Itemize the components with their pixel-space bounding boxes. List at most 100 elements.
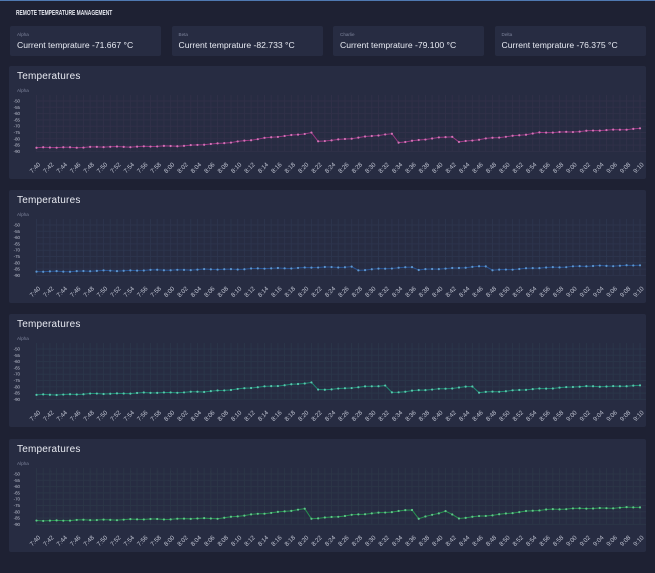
svg-text:8:24: 8:24: [324, 161, 338, 175]
svg-text:-55: -55: [14, 105, 21, 110]
svg-text:8:26: 8:26: [337, 409, 351, 423]
svg-text:8:28: 8:28: [351, 161, 365, 175]
svg-text:8:42: 8:42: [444, 161, 458, 175]
svg-text:8:54: 8:54: [525, 534, 539, 548]
svg-text:8:04: 8:04: [190, 409, 204, 423]
svg-text:-70: -70: [14, 248, 21, 253]
svg-text:8:44: 8:44: [458, 534, 472, 548]
svg-text:7:40: 7:40: [29, 161, 43, 175]
svg-text:9:08: 9:08: [619, 409, 633, 423]
svg-text:7:50: 7:50: [96, 161, 110, 175]
svg-text:8:36: 8:36: [404, 409, 418, 423]
svg-text:8:22: 8:22: [310, 285, 324, 299]
svg-text:8:26: 8:26: [337, 285, 351, 299]
svg-text:-60: -60: [14, 484, 21, 489]
svg-text:8:40: 8:40: [431, 534, 445, 548]
svg-text:8:28: 8:28: [351, 285, 365, 299]
svg-text:-55: -55: [14, 478, 21, 483]
svg-text:8:34: 8:34: [391, 285, 405, 299]
svg-text:8:48: 8:48: [485, 285, 499, 299]
svg-text:8:06: 8:06: [203, 285, 217, 299]
svg-text:7:42: 7:42: [42, 534, 56, 548]
svg-text:9:00: 9:00: [565, 285, 579, 299]
svg-text:8:00: 8:00: [163, 534, 177, 548]
svg-text:8:28: 8:28: [351, 409, 365, 423]
svg-text:8:04: 8:04: [190, 534, 204, 548]
svg-text:-85: -85: [14, 516, 21, 521]
svg-text:8:16: 8:16: [270, 161, 284, 175]
svg-text:8:38: 8:38: [418, 534, 432, 548]
svg-text:7:46: 7:46: [69, 285, 83, 299]
svg-text:9:06: 9:06: [605, 161, 619, 175]
svg-text:8:54: 8:54: [525, 285, 539, 299]
svg-text:8:46: 8:46: [471, 161, 485, 175]
svg-text:-80: -80: [14, 136, 21, 141]
svg-text:8:20: 8:20: [297, 285, 311, 299]
svg-text:-90: -90: [14, 273, 21, 278]
svg-text:-65: -65: [14, 117, 21, 122]
svg-text:8:58: 8:58: [552, 409, 566, 423]
svg-text:7:44: 7:44: [56, 285, 70, 299]
svg-text:8:40: 8:40: [431, 285, 445, 299]
svg-text:8:00: 8:00: [163, 161, 177, 175]
svg-text:-70: -70: [14, 124, 21, 129]
svg-text:8:50: 8:50: [498, 161, 512, 175]
svg-text:8:10: 8:10: [230, 534, 244, 548]
svg-text:8:00: 8:00: [163, 409, 177, 423]
svg-text:9:08: 9:08: [619, 285, 633, 299]
svg-text:8:42: 8:42: [444, 285, 458, 299]
svg-text:7:52: 7:52: [109, 285, 123, 299]
svg-text:8:34: 8:34: [391, 409, 405, 423]
svg-text:7:46: 7:46: [69, 161, 83, 175]
svg-text:7:46: 7:46: [69, 534, 83, 548]
svg-text:9:06: 9:06: [605, 285, 619, 299]
svg-text:8:08: 8:08: [216, 409, 230, 423]
svg-text:8:52: 8:52: [512, 534, 526, 548]
svg-text:8:14: 8:14: [257, 285, 271, 299]
svg-text:8:26: 8:26: [337, 161, 351, 175]
svg-text:-60: -60: [14, 235, 21, 240]
svg-text:9:02: 9:02: [579, 285, 593, 299]
svg-text:-65: -65: [14, 490, 21, 495]
svg-text:-85: -85: [14, 267, 21, 272]
svg-text:8:38: 8:38: [418, 285, 432, 299]
svg-text:8:56: 8:56: [538, 161, 552, 175]
svg-text:7:50: 7:50: [96, 534, 110, 548]
svg-text:7:44: 7:44: [56, 534, 70, 548]
svg-text:7:50: 7:50: [96, 409, 110, 423]
svg-text:8:20: 8:20: [297, 534, 311, 548]
svg-text:7:42: 7:42: [42, 161, 56, 175]
svg-text:8:06: 8:06: [203, 534, 217, 548]
svg-text:9:04: 9:04: [592, 409, 606, 423]
svg-text:-50: -50: [14, 99, 21, 104]
svg-text:8:18: 8:18: [284, 534, 298, 548]
svg-text:8:44: 8:44: [458, 409, 472, 423]
svg-text:8:30: 8:30: [364, 409, 378, 423]
svg-text:-65: -65: [14, 241, 21, 246]
svg-text:7:52: 7:52: [109, 409, 123, 423]
svg-text:-80: -80: [14, 384, 21, 389]
svg-text:8:56: 8:56: [538, 285, 552, 299]
svg-text:7:48: 7:48: [82, 534, 96, 548]
svg-text:8:22: 8:22: [310, 409, 324, 423]
svg-text:8:44: 8:44: [458, 161, 472, 175]
svg-text:9:10: 9:10: [632, 534, 646, 548]
svg-text:8:16: 8:16: [270, 285, 284, 299]
svg-text:8:12: 8:12: [243, 161, 257, 175]
svg-text:8:50: 8:50: [498, 534, 512, 548]
svg-text:-75: -75: [14, 254, 21, 259]
svg-text:8:08: 8:08: [216, 285, 230, 299]
svg-text:7:48: 7:48: [82, 409, 96, 423]
svg-text:8:10: 8:10: [230, 161, 244, 175]
svg-text:-90: -90: [14, 149, 21, 154]
svg-text:8:48: 8:48: [485, 409, 499, 423]
svg-text:8:02: 8:02: [176, 409, 190, 423]
svg-text:9:04: 9:04: [592, 161, 606, 175]
svg-text:7:50: 7:50: [96, 285, 110, 299]
svg-text:8:36: 8:36: [404, 285, 418, 299]
svg-text:7:40: 7:40: [29, 409, 43, 423]
svg-text:8:08: 8:08: [216, 534, 230, 548]
svg-text:7:40: 7:40: [29, 534, 43, 548]
svg-text:8:14: 8:14: [257, 409, 271, 423]
svg-text:8:14: 8:14: [257, 161, 271, 175]
